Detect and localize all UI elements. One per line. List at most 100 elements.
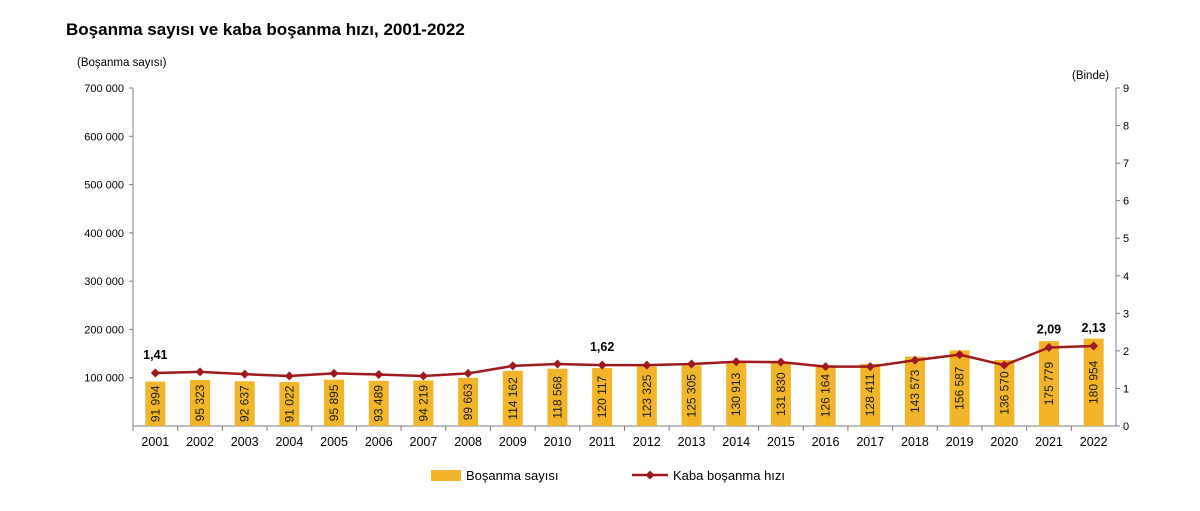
labels: 91 994 95 323 92 637 91 022 95 895 93 489 94 2… [143, 321, 1106, 422]
bar [726, 362, 747, 426]
line-point [463, 368, 473, 378]
line-value-label: 1,41 [143, 348, 167, 362]
line-point [374, 370, 384, 380]
x-tick-label: 2009 [499, 435, 527, 449]
line-point [552, 359, 562, 369]
x-tick-label: 2002 [186, 435, 214, 449]
line-point [955, 350, 965, 360]
x-tick-label: 2014 [722, 435, 750, 449]
legend-bar-label: Boşanma sayısı [466, 468, 559, 483]
line-point [597, 360, 607, 370]
bar-value-label: 128 411 [863, 373, 877, 416]
x-tick-label: 2020 [990, 435, 1018, 449]
legend-line-label: Kaba boşanma hızı [673, 468, 785, 483]
x-tick-label: 2005 [320, 435, 348, 449]
line-point [687, 359, 697, 369]
line-point [999, 360, 1009, 370]
bar [592, 368, 613, 426]
y-right-axis-label: (Binde) [1072, 70, 1109, 82]
bar [145, 381, 166, 426]
line-point [195, 367, 205, 377]
right-tick-label: 8 [1123, 121, 1129, 133]
bar-value-label: 130 913 [729, 372, 743, 416]
line-point [731, 357, 741, 367]
right-tick-label: 9 [1123, 83, 1129, 95]
bar [502, 370, 523, 426]
bar [324, 379, 345, 426]
bar-value-label: 123 325 [640, 374, 654, 418]
bar-value-label: 92 637 [238, 385, 252, 422]
bar-value-label: 126 164 [819, 374, 833, 418]
line-point [284, 371, 294, 381]
bar [1038, 341, 1059, 426]
bar-value-label: 120 117 [595, 375, 609, 418]
bar [547, 368, 568, 426]
left-tick-label: 700 000 [84, 83, 124, 95]
x-tick-label: 2001 [141, 435, 169, 449]
x-tick-label: 2015 [767, 435, 795, 449]
x-tick-label: 2008 [454, 435, 482, 449]
x-tick-label: 2003 [231, 435, 259, 449]
right-tick-label: 6 [1123, 196, 1129, 208]
line-point [240, 369, 250, 379]
left-tick-label: 600 000 [84, 131, 124, 143]
bar [279, 382, 300, 426]
legend-bar-swatch [431, 470, 461, 481]
right-tick-label: 3 [1123, 308, 1129, 320]
bar-value-label: 95 895 [327, 384, 341, 421]
bar [1083, 338, 1104, 426]
bar-value-label: 94 219 [416, 385, 430, 422]
legend-line-marker [645, 470, 655, 480]
line-series [150, 341, 1099, 381]
bar-value-label: 125 305 [685, 374, 699, 418]
x-tick-label: 2004 [275, 435, 303, 449]
bar-value-label: 143 573 [908, 369, 922, 413]
chart-title: Boşanma sayısı ve kaba boşanma hızı, 200… [66, 20, 465, 39]
x-tick-label: 2010 [544, 435, 572, 449]
bar-value-label: 91 994 [148, 385, 162, 422]
bar-value-label: 118 568 [550, 376, 564, 419]
line-point [150, 368, 160, 378]
bar [681, 365, 702, 426]
bar [190, 379, 211, 426]
bar-value-label: 95 323 [193, 384, 207, 421]
x-tick-label: 2019 [946, 435, 974, 449]
bar [949, 350, 970, 426]
right-tick-label: 2 [1123, 346, 1129, 358]
line-point [329, 368, 339, 378]
right-tick-label: 5 [1123, 233, 1129, 245]
line-value-label: 2,13 [1081, 321, 1105, 335]
bar [904, 356, 925, 426]
right-tick-label: 1 [1123, 383, 1129, 395]
line-point [776, 357, 786, 367]
x-tick-label: 2006 [365, 435, 393, 449]
bar-value-label: 91 022 [282, 385, 296, 422]
line-point [1044, 343, 1054, 353]
left-tick-label: 200 000 [84, 324, 124, 336]
bar-value-label: 99 663 [461, 383, 475, 420]
line-point [821, 362, 831, 372]
x-tick-label: 2022 [1080, 435, 1108, 449]
bar-value-label: 114 162 [506, 377, 520, 420]
x-tick-label: 2011 [589, 435, 616, 449]
right-tick-label: 0 [1123, 421, 1129, 433]
axes: 700 000 600 000 500 000 400 000 300 000 200 0… [77, 57, 1129, 449]
x-tick-label: 2018 [901, 435, 929, 449]
line-point [910, 355, 920, 365]
left-tick-label: 500 000 [84, 180, 124, 192]
bar [413, 380, 434, 426]
right-tick-label: 7 [1123, 158, 1129, 170]
line-point [1089, 341, 1099, 351]
left-tick-label: 300 000 [84, 276, 124, 288]
bar [458, 377, 479, 426]
right-tick-label: 4 [1123, 271, 1129, 283]
line-point [865, 362, 875, 372]
bar-series [145, 338, 1104, 426]
x-tick-label: 2012 [633, 435, 661, 449]
x-tick-label: 2016 [812, 435, 840, 449]
x-tick-label: 2021 [1035, 435, 1063, 449]
line-point [418, 371, 428, 381]
bar-value-label: 156 587 [953, 366, 967, 410]
bar [636, 366, 657, 426]
